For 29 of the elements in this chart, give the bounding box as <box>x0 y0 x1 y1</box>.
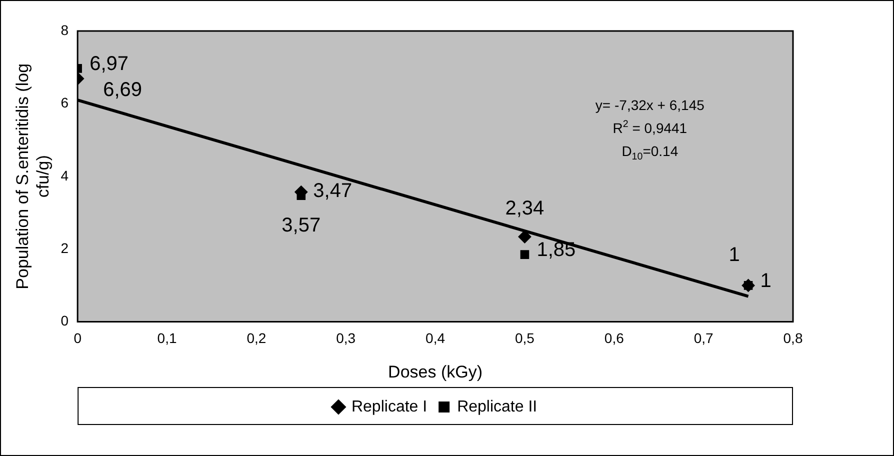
data-label: 2,34 <box>505 197 544 220</box>
x-tick-label: 0,2 <box>246 330 266 346</box>
data-label: 1,85 <box>536 239 576 262</box>
point <box>518 230 532 244</box>
data-label: 3,47 <box>313 180 352 202</box>
y-axis-title: Population of S.enteritidis (log cfu/g) <box>12 63 52 290</box>
x-tick-label: 0,5 <box>514 330 535 346</box>
data-label: 1 <box>728 244 740 266</box>
y-tick-label: 0 <box>60 312 69 329</box>
x-tick-label: 0 <box>74 330 82 346</box>
x-tick-label: 0,3 <box>336 330 356 346</box>
legend-label: Replicate II <box>457 398 538 416</box>
y-tick-label: 8 <box>60 22 69 38</box>
x-tick-label: 0,1 <box>157 330 177 346</box>
data-label: 1 <box>760 270 772 292</box>
annotation: y= -7,32x + 6,145 <box>595 96 705 113</box>
point <box>520 250 530 259</box>
legend-label: Replicate I <box>351 398 428 416</box>
x-tick-label: 0,4 <box>426 330 446 346</box>
data-label: 6,97 <box>90 52 129 75</box>
y-tick-label: 6 <box>60 94 69 111</box>
x-tick-label: 0,7 <box>694 330 714 346</box>
x-axis-title: Doses (kGy) <box>388 362 483 382</box>
data-label: 6,69 <box>103 79 142 102</box>
x-tick-label: 0,6 <box>604 330 624 346</box>
data-label: 3,57 <box>282 214 321 237</box>
y-tick-label: 2 <box>60 240 69 256</box>
x-tick-label: 0,8 <box>783 330 803 346</box>
y-tick-label: 4 <box>60 167 69 184</box>
